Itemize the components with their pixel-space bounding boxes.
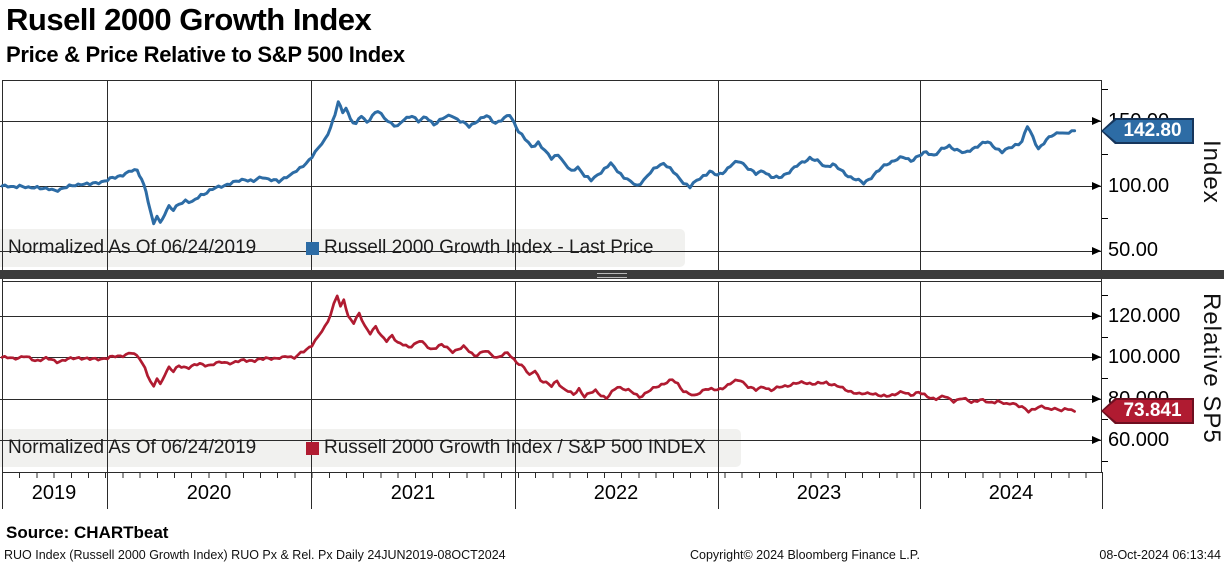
axis-minor-tick — [1102, 419, 1108, 420]
axis-minor-tick — [1102, 378, 1108, 379]
splitter-grip-icon[interactable] — [597, 273, 627, 278]
axis-arrow-icon — [1092, 395, 1101, 403]
footer-bar: RUO Index (Russell 2000 Growth Index) RU… — [0, 548, 1224, 564]
axis-arrow-icon — [1092, 353, 1101, 361]
bottom-normalized-label: Normalized As Of 06/24/2019 — [8, 437, 257, 458]
footer-ticker-info: RUO Index (Russell 2000 Growth Index) RU… — [4, 548, 506, 562]
year-separator — [2, 472, 3, 509]
panel-border — [2, 281, 1102, 282]
bottom-legend-box — [0, 429, 741, 467]
footer-copyright: Copyright© 2024 Bloomberg Finance L.P. — [690, 548, 920, 562]
y-tick-60: 60.000 — [1108, 429, 1170, 451]
y-tick-100: 100.00 — [1108, 175, 1170, 197]
year-separator — [107, 472, 108, 509]
red-series-swatch-icon — [306, 442, 319, 455]
gridline-vertical — [920, 281, 921, 472]
axis-minor-tick — [1102, 89, 1108, 90]
axis-arrow-icon — [1092, 247, 1101, 255]
y-tick-50: 50.00 — [1108, 239, 1159, 261]
x-label-2022: 2022 — [593, 482, 639, 504]
top-series-label: Russell 2000 Growth Index - Last Price — [324, 237, 654, 258]
page-subtitle: Price & Price Relative to S&P 500 Index — [6, 42, 405, 67]
x-label-2021: 2021 — [390, 482, 436, 504]
panel-border — [2, 80, 1102, 81]
axis-minor-tick — [1102, 154, 1108, 155]
source-label: Source: CHARTbeat — [6, 523, 169, 542]
axis-arrow-icon — [1092, 436, 1101, 444]
last-price-badge: 142.80 — [1101, 118, 1194, 144]
year-separator — [718, 472, 719, 509]
gridline-horizontal — [0, 251, 1101, 252]
gridline-vertical — [718, 80, 719, 270]
gridline-horizontal — [0, 121, 1101, 122]
month-ticks — [2, 473, 1102, 478]
page-title: Rusell 2000 Growth Index — [6, 2, 372, 37]
x-label-2020: 2020 — [186, 482, 232, 504]
gridline-horizontal — [0, 357, 1101, 358]
year-separator — [920, 472, 921, 509]
relative-value-badge: 73.841 — [1101, 398, 1194, 424]
footer-timestamp: 08-Oct-2024 06:13:44 — [1099, 548, 1221, 562]
axis-minor-tick — [1102, 461, 1108, 462]
year-separator — [1102, 472, 1103, 509]
panel-splitter[interactable] — [0, 270, 1224, 279]
x-label-2024: 2024 — [988, 482, 1034, 504]
x-axis-line — [2, 472, 1102, 473]
gridline-horizontal — [0, 399, 1101, 400]
axis-minor-tick — [1102, 218, 1108, 219]
axis-minor-tick — [1102, 295, 1108, 296]
bottom-series-label: Russell 2000 Growth Index / S&P 500 INDE… — [324, 437, 706, 458]
year-separator — [311, 472, 312, 509]
y-tick-120: 120.000 — [1108, 305, 1181, 327]
x-label-2023: 2023 — [796, 482, 842, 504]
gridline-horizontal — [0, 316, 1101, 317]
gridline-horizontal — [0, 440, 1101, 441]
y-tick-100b: 100.000 — [1108, 346, 1181, 368]
gridline-horizontal — [0, 186, 1101, 187]
year-separator — [515, 472, 516, 509]
axis-arrow-icon — [1092, 182, 1101, 190]
x-label-2019: 2019 — [31, 482, 77, 504]
top-legend-box — [0, 229, 685, 267]
axis-minor-tick — [1102, 337, 1108, 338]
gridline-vertical — [920, 80, 921, 270]
gridline-vertical — [718, 281, 719, 472]
blue-series-swatch-icon — [306, 242, 319, 255]
axis-arrow-icon — [1092, 117, 1101, 125]
top-axis-title: Index — [1198, 140, 1224, 204]
top-normalized-label: Normalized As Of 06/24/2019 — [8, 237, 257, 258]
bottom-axis-title: Relative SP5 — [1198, 293, 1224, 444]
axis-arrow-icon — [1092, 312, 1101, 320]
relative-line — [0, 294, 1076, 414]
